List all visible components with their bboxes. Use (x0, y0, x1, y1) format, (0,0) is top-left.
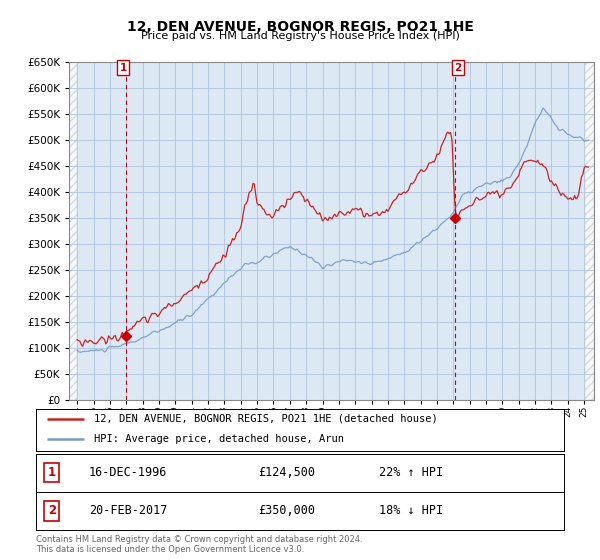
Text: Contains HM Land Registry data © Crown copyright and database right 2024.
This d: Contains HM Land Registry data © Crown c… (36, 535, 362, 554)
Text: 12, DEN AVENUE, BOGNOR REGIS, PO21 1HE: 12, DEN AVENUE, BOGNOR REGIS, PO21 1HE (127, 20, 473, 34)
Text: 2: 2 (454, 63, 461, 73)
Text: £350,000: £350,000 (258, 504, 315, 517)
Text: 1: 1 (48, 466, 56, 479)
Text: 20-FEB-2017: 20-FEB-2017 (89, 504, 167, 517)
Text: 12, DEN AVENUE, BOGNOR REGIS, PO21 1HE (detached house): 12, DEN AVENUE, BOGNOR REGIS, PO21 1HE (… (94, 414, 438, 424)
Text: 1: 1 (119, 63, 127, 73)
Text: 16-DEC-1996: 16-DEC-1996 (89, 466, 167, 479)
Text: Price paid vs. HM Land Registry's House Price Index (HPI): Price paid vs. HM Land Registry's House … (140, 31, 460, 41)
Text: £124,500: £124,500 (258, 466, 315, 479)
Text: 18% ↓ HPI: 18% ↓ HPI (379, 504, 443, 517)
Text: 22% ↑ HPI: 22% ↑ HPI (379, 466, 443, 479)
Text: 2: 2 (48, 504, 56, 517)
Text: HPI: Average price, detached house, Arun: HPI: Average price, detached house, Arun (94, 434, 344, 444)
